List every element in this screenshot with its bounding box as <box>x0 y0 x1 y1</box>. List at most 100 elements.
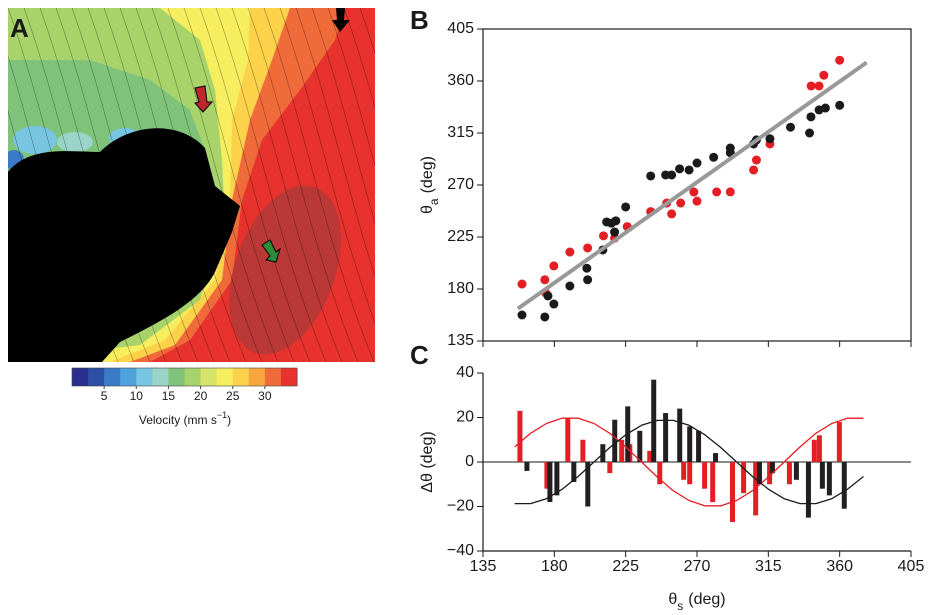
point <box>835 55 845 65</box>
point <box>692 158 702 168</box>
bar <box>571 462 577 483</box>
flow-spot <box>57 132 93 152</box>
colorbar-tick-label: 20 <box>194 389 208 403</box>
bar <box>687 462 693 485</box>
streakline <box>295 8 375 278</box>
point <box>667 170 677 180</box>
color-band <box>88 368 105 386</box>
bar <box>741 462 747 494</box>
bar <box>681 462 687 480</box>
y-tick-label: 360 <box>447 72 474 89</box>
point <box>598 231 608 241</box>
label-text: θ <box>419 205 436 214</box>
y-tick-label: 135 <box>447 332 474 349</box>
bar <box>619 439 625 462</box>
bar <box>612 419 618 462</box>
point <box>646 171 656 181</box>
point <box>582 263 592 273</box>
point <box>709 152 719 162</box>
point <box>549 261 559 271</box>
y-axis-label: Δθ (deg) <box>419 431 436 492</box>
colorbar-frame <box>71 367 298 387</box>
streakline <box>247 8 359 362</box>
color-band <box>152 368 169 386</box>
bar <box>696 430 702 462</box>
point <box>820 103 830 113</box>
point <box>543 291 553 301</box>
streakline <box>327 8 375 168</box>
panel-label: C <box>410 340 429 370</box>
bar <box>647 450 653 462</box>
colorbar-tick-label: 15 <box>162 389 176 403</box>
point <box>517 310 527 320</box>
point <box>676 198 686 208</box>
x-tick-label: 360 <box>826 558 853 575</box>
point <box>565 247 575 257</box>
arrow <box>194 85 214 113</box>
bar <box>811 439 817 462</box>
streakline <box>343 8 375 109</box>
colorbar-tick-label: 5 <box>101 389 108 403</box>
point <box>689 187 699 197</box>
point <box>517 279 527 289</box>
colorbar-tick-label: 25 <box>226 389 240 403</box>
flow-field <box>8 8 375 362</box>
color-band <box>72 368 89 386</box>
point <box>805 128 815 138</box>
label-text: Velocity (mm s <box>139 413 217 427</box>
bar <box>816 435 822 462</box>
color-band <box>136 368 153 386</box>
line <box>516 60 868 311</box>
streakline <box>263 8 375 362</box>
line <box>514 419 864 505</box>
bar <box>580 439 586 462</box>
y-tick-label: 0 <box>465 453 474 470</box>
colorbar-tick-label: 30 <box>258 389 272 403</box>
point <box>751 155 761 165</box>
point <box>835 100 845 110</box>
y-tick-label: 405 <box>447 20 474 37</box>
color-band <box>184 368 202 386</box>
streakline <box>199 8 311 362</box>
bar <box>524 462 530 471</box>
bar <box>805 462 811 518</box>
point <box>667 209 677 219</box>
y-tick-label: 180 <box>447 280 474 297</box>
y-tick-label: 20 <box>456 409 474 426</box>
color-band <box>104 368 121 386</box>
y-tick-label: 40 <box>456 364 474 381</box>
bar <box>826 462 832 496</box>
point <box>675 164 685 174</box>
bar <box>687 426 693 462</box>
point <box>712 187 722 197</box>
point <box>806 81 816 91</box>
panel-label: A <box>10 13 29 43</box>
point <box>540 275 550 285</box>
point <box>806 112 816 122</box>
x-tick-label: 405 <box>898 558 925 575</box>
x-tick-label: 135 <box>470 558 497 575</box>
bar <box>841 462 847 509</box>
bar <box>730 462 736 523</box>
bar <box>544 462 550 489</box>
label-text: ) <box>227 413 231 427</box>
color-band <box>248 368 266 386</box>
point <box>749 165 759 175</box>
flow-spot <box>13 126 57 154</box>
point <box>583 243 593 253</box>
point <box>611 216 621 226</box>
label-text: (deg) <box>688 591 725 608</box>
bar <box>710 462 716 503</box>
point <box>819 70 829 80</box>
bar <box>607 462 613 474</box>
label-text: θ <box>668 591 677 608</box>
bar <box>677 408 683 462</box>
color-band <box>264 368 282 386</box>
point <box>565 281 575 291</box>
bar <box>769 462 775 474</box>
bar <box>663 413 669 462</box>
arrow <box>261 239 281 263</box>
label-sup: −1 <box>217 410 227 420</box>
y-tick-label: −20 <box>447 498 474 515</box>
